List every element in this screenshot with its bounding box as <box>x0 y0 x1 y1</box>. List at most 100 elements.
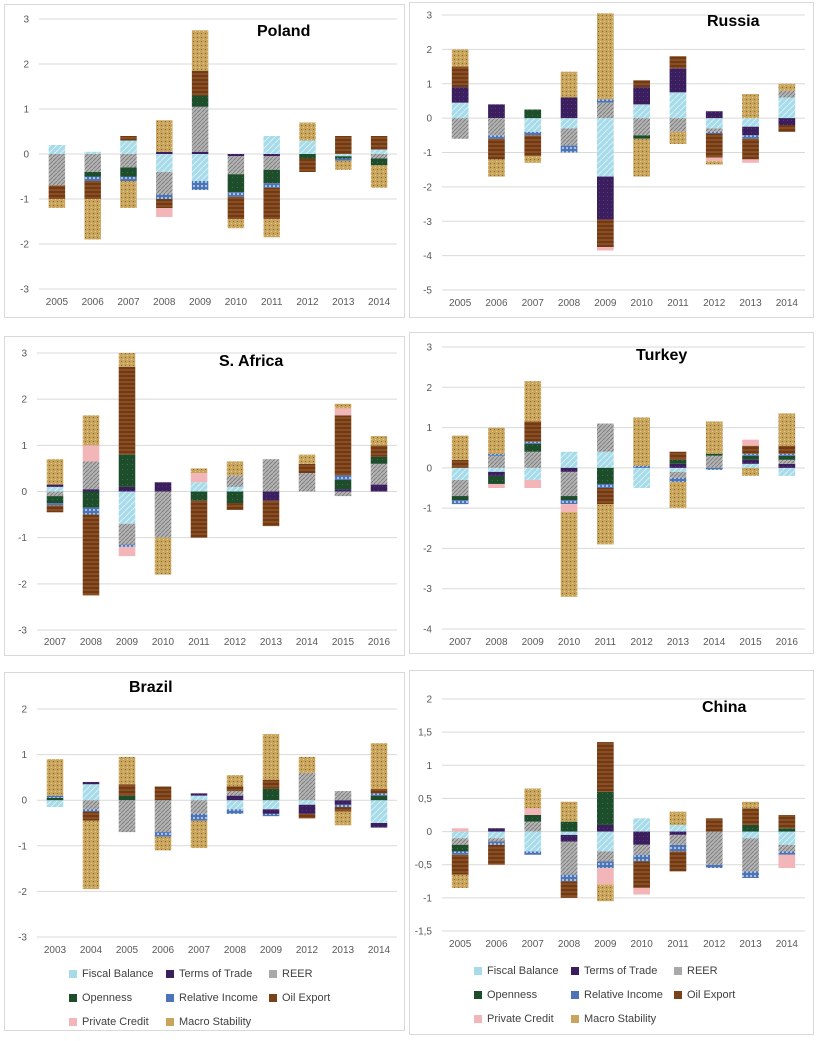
bar-segment-oil-export <box>46 505 64 513</box>
legend-swatch <box>474 1015 482 1023</box>
chart-title: China <box>702 699 747 716</box>
bar-segment-fiscal-balance <box>669 92 687 119</box>
bar-segment-terms-of-trade <box>669 463 687 468</box>
bar-segment-private-credit <box>742 159 759 163</box>
chart-svg-s-africa: 3 2 1 0 -1 -2 -3 2007 2008 2009 2010 2011 2012 2013 20… <box>18 349 397 648</box>
bar-segment-oil-export <box>669 56 687 69</box>
bar-segment-fiscal-balance <box>120 140 137 154</box>
bar-segment-terms-of-trade <box>262 491 280 501</box>
bar-segment-reer <box>778 844 796 852</box>
y-tick-label: -1 <box>423 504 432 515</box>
bar-segment-macro-stability <box>705 161 723 165</box>
bar-segment-openness <box>46 496 64 504</box>
legend-swatch <box>166 994 174 1002</box>
x-tick-label: 2013 <box>332 945 355 956</box>
legend-label: Fiscal Balance <box>487 965 559 977</box>
bar-segment-macro-stability <box>488 427 505 454</box>
bar-segment-private-credit <box>742 439 759 446</box>
x-tick-label: 2012 <box>703 939 726 950</box>
bar-segment-oil-export <box>742 808 759 825</box>
bar-segment-openness <box>669 459 687 464</box>
bar-segment-macro-stability <box>560 512 578 597</box>
bar-segment-macro-stability <box>263 219 280 238</box>
chart-panel-brazil: 2 1 0 -1 -2 -3 2003 2004 2005 2006 2007 2008 2009 201… <box>4 672 405 1031</box>
bar-segment-macro-stability <box>560 71 578 98</box>
bar-segment-terms-of-trade <box>334 800 352 805</box>
y-tick-label: 3 <box>426 343 432 354</box>
bar-segment-relative-income <box>669 844 687 852</box>
legend-swatch <box>69 994 77 1002</box>
bar-segment-macro-stability <box>82 415 100 446</box>
bar-segment-private-credit <box>705 157 723 162</box>
bar-segment-fiscal-balance <box>451 831 469 839</box>
chart-title: S. Africa <box>219 353 284 370</box>
bar-segment-terms-of-trade <box>669 68 687 93</box>
x-tick-label: 2012 <box>296 297 319 308</box>
y-tick-label: 0 <box>21 487 27 498</box>
legend-swatch <box>674 991 682 999</box>
bar-segment-reer <box>633 118 650 136</box>
legend-item-relative-income: Relative Income <box>571 989 663 1001</box>
bar-segment-fiscal-balance <box>524 118 542 132</box>
bar-segment-openness <box>560 496 578 501</box>
legend-item-private-credit: Private Credit <box>474 1013 554 1025</box>
bar-segment-fiscal-balance <box>669 824 687 832</box>
bar-segment-fiscal-balance <box>742 118 759 127</box>
bar-segment-reer <box>191 106 209 152</box>
bar-segment-oil-export <box>299 158 316 172</box>
y-tick-label: 2 <box>426 383 432 394</box>
x-tick-label: 2006 <box>485 939 508 950</box>
bar-segment-oil-export <box>370 788 388 794</box>
x-tick-label: 2005 <box>449 939 472 950</box>
bar-segment-macro-stability <box>226 461 244 476</box>
bar-segment-relative-income <box>742 135 759 139</box>
bar-segment-oil-export <box>262 500 280 527</box>
bar-segment-relative-income <box>524 441 542 444</box>
bar-segment-terms-of-trade <box>82 489 100 492</box>
bar-segment-openness <box>778 455 796 460</box>
bar-segment-terms-of-trade <box>669 831 687 835</box>
bar-segment-terms-of-trade <box>262 809 280 814</box>
bar-segment-private-credit <box>597 868 614 885</box>
y-tick-label: -3 <box>18 626 27 637</box>
bar-segment-reer <box>120 154 137 168</box>
legend-label: Terms of Trade <box>179 968 253 980</box>
bar-segment-reer <box>118 800 136 833</box>
bar-segment-reer <box>560 471 578 497</box>
bar-segment-terms-of-trade <box>488 828 505 832</box>
bar-segment-fiscal-balance <box>370 800 388 823</box>
bar-segment-macro-stability <box>118 756 136 785</box>
legend: Fiscal Balance Terms of Trade REER Openness… <box>410 671 813 1034</box>
x-tick-label: 2011 <box>261 297 283 308</box>
bar-segment-reer <box>226 475 244 487</box>
bar-segment-macro-stability <box>154 537 172 575</box>
bar-segment-oil-export <box>778 815 796 829</box>
y-tick-label: 0 <box>426 827 432 838</box>
bar-segment-fiscal-balance <box>82 784 100 801</box>
bar-segment-fiscal-balance <box>560 451 578 468</box>
bar-segment-reer <box>597 423 614 452</box>
bar-segment-openness <box>705 453 723 456</box>
bar-segment-fiscal-balance <box>524 831 542 852</box>
bar-segment-fiscal-balance <box>778 831 796 845</box>
bar-segment-terms-of-trade <box>633 831 650 845</box>
legend-swatch <box>474 967 482 975</box>
legend-swatch <box>166 1018 174 1026</box>
bar-segment-openness <box>262 788 280 801</box>
legend-label: Macro Stability <box>179 1016 252 1028</box>
legend-swatch <box>474 991 482 999</box>
bar-segment-private-credit <box>451 828 469 832</box>
bar-segment-reer <box>597 102 614 119</box>
y-tick-label: -2 <box>20 240 29 251</box>
bar-segment-relative-income <box>46 503 64 506</box>
bar-segment-relative-income <box>560 145 578 153</box>
legend: Fiscal Balance Terms of Trade REER Openness… <box>5 673 404 1030</box>
x-tick-label: 2014 <box>296 637 319 648</box>
y-tick-label: 2 <box>21 705 27 716</box>
bar-segment-macro-stability <box>298 454 316 464</box>
bar-segment-relative-income <box>742 871 759 878</box>
bar-segment-oil-export <box>262 779 280 789</box>
bar-segment-openness <box>227 174 245 193</box>
y-tick-label: 2 <box>426 695 432 706</box>
bar-segment-relative-income <box>560 500 578 505</box>
